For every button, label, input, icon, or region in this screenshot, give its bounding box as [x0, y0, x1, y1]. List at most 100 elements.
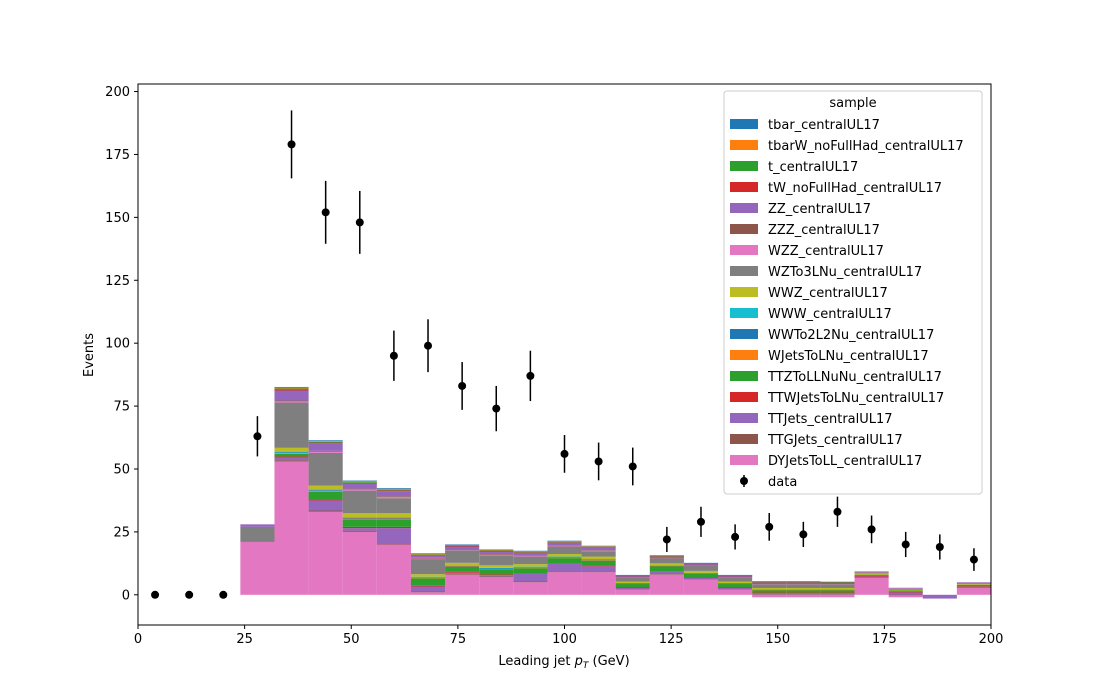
bar-wzto3lnu-centralul17-11	[513, 556, 548, 565]
bar-www-centralul17-16	[683, 572, 719, 574]
bar-ttztollnunu-centralul17-21	[854, 574, 889, 576]
bar-zz-centralul17-14	[615, 575, 650, 578]
bar-zz-centralul17-10	[479, 551, 514, 555]
bar-zzz-centralul17-14	[615, 577, 650, 578]
bar-wzto3lnu-centralul17-5	[308, 452, 343, 486]
bar-zz-centralul17-21	[854, 571, 889, 573]
bar-zz-centralul17-24	[956, 582, 991, 583]
bar-tbar-centralul17-7	[376, 488, 411, 489]
bar-tbar-centralul17-9	[445, 544, 480, 546]
bar-tw-nofullhad-centralul17-10	[479, 551, 514, 552]
bar-tbar-centralul17-14	[615, 574, 650, 576]
bar-wzz-centralul17-21	[854, 571, 889, 573]
bar-wwz-centralul17-7	[376, 513, 411, 518]
data-point	[969, 555, 978, 564]
bar-ttgjets-centralul17-4	[274, 460, 309, 462]
series-wwz-centralul17	[274, 447, 991, 591]
bar-www-centralul17-7	[376, 517, 411, 518]
bar-www-centralul17-11	[513, 566, 548, 568]
legend-label-dyjetstoll-centralul17: DYJetsToLL_centralUL17	[768, 454, 922, 469]
y-tick-label: 50	[113, 462, 130, 477]
legend-label-ttztollnunu-centralul17: TTZToLLNuNu_centralUL17	[767, 370, 942, 385]
bar-wjetstolnu-centralul17-10	[479, 568, 514, 570]
bar-ttgjets-centralul17-24	[956, 587, 991, 588]
y-axis: 0 25 50 75 100 125 150 175 200	[105, 85, 138, 603]
bar-tbar-centralul17-17	[718, 574, 753, 576]
bar-wwz-centralul17-10	[479, 565, 514, 568]
bar-www-centralul17-13	[581, 559, 616, 560]
bar-wjetstolnu-centralul17-8	[410, 577, 446, 579]
bar-wwz-centralul17-12	[547, 554, 582, 557]
bar-tbarw-nofullhad-centralul17-9	[445, 544, 480, 546]
bar-dyjetstoll-centralul17-15	[649, 574, 684, 595]
bar-ttztollnunu-centralul17-19	[786, 590, 821, 593]
legend-label-wzz-centralul17: WZZ_centralUL17	[768, 244, 884, 259]
bar-t-centralul17-13	[581, 546, 616, 548]
bar-zzz-centralul17-15	[649, 557, 684, 559]
legend-swatch-zz-centralul17	[730, 203, 758, 213]
bar-ttztollnunu-centralul17-17	[718, 583, 753, 588]
bar-wwto2l2nu-centralul17-9	[445, 565, 480, 567]
bar-www-centralul17-12	[547, 556, 582, 558]
series-ttwjetstolnu-centralul17	[274, 456, 991, 594]
bar-t-centralul17-5	[308, 441, 343, 443]
bar-zzz-centralul17-16	[683, 565, 719, 566]
legend-label-wwz-centralul17: WWZ_centralUL17	[768, 286, 888, 301]
bar-zz-centralul17-6	[342, 483, 377, 489]
bar-t-centralul17-11	[513, 551, 548, 553]
bar-ttztollnunu-centralul17-4	[274, 453, 309, 457]
bar-wwz-centralul17-9	[445, 562, 480, 566]
bar-wzto3lnu-centralul17-14	[615, 577, 650, 582]
data-point	[287, 140, 296, 149]
legend-title: sample	[829, 96, 876, 111]
bar-wjetstolnu-centralul17-13	[581, 560, 616, 561]
legend-label-tbarw-nofullhad-centralul17: tbarW_noFullHad_centralUL17	[768, 139, 964, 154]
bar-www-centralul17-19	[786, 589, 821, 590]
bar-wwz-centralul17-11	[513, 564, 548, 567]
bar-t-centralul17-10	[479, 550, 514, 552]
bar-www-centralul17-4	[274, 451, 309, 453]
legend-swatch-zzz-centralul17	[730, 224, 758, 234]
bar-zzz-centralul17-7	[376, 496, 411, 497]
bar-zzz-centralul17-12	[547, 545, 582, 546]
bar-zzz-centralul17-9	[445, 549, 480, 550]
y-tick-label: 150	[105, 211, 130, 226]
legend-label-zz-centralul17: ZZ_centralUL17	[768, 202, 871, 217]
bar-tw-nofullhad-centralul17-9	[445, 545, 480, 547]
bar-wzz-centralul17-10	[479, 554, 514, 556]
bar-t-centralul17-8	[410, 554, 446, 555]
legend-swatch-tbarw-nofullhad-centralul17	[730, 140, 758, 150]
x-tick-label: 25	[236, 632, 253, 647]
data-point	[253, 432, 262, 441]
bar-ttwjetstolnu-centralul17-21	[854, 575, 889, 577]
bar-ttwjetstolnu-centralul17-15	[649, 571, 684, 572]
bar-wzto3lnu-centralul17-17	[718, 577, 753, 582]
bar-wzto3lnu-centralul17-10	[479, 555, 514, 566]
bar-ttgjets-centralul17-20	[820, 594, 855, 595]
data-point	[696, 517, 705, 526]
bar-wwz-centralul17-8	[410, 574, 446, 577]
bar-ttgjets-centralul17-15	[649, 574, 684, 575]
bar-www-centralul17-10	[479, 567, 514, 569]
bar-dyjetstoll-centralul17-14	[615, 589, 650, 595]
bar-dyjetstoll-centralul17-13	[581, 572, 616, 595]
bar-wzto3lnu-centralul17-20	[820, 584, 855, 589]
bar-wwto2l2nu-centralul17-4	[274, 452, 309, 454]
bar-t-centralul17-6	[342, 482, 377, 483]
bar-zz-centralul17-5	[308, 443, 343, 451]
x-tick-label: 125	[659, 632, 684, 647]
bar-tw-nofullhad-centralul17-7	[376, 490, 411, 492]
bar-ttwjetstolnu-centralul17-13	[581, 565, 616, 567]
bar-zzz-centralul17-18	[752, 583, 787, 585]
bar-www-centralul17-8	[410, 576, 446, 578]
bar-ttwjetstolnu-centralul17-22	[888, 591, 923, 593]
bar-t-centralul17-12	[547, 541, 582, 543]
bar-tw-nofullhad-centralul17-13	[581, 547, 616, 548]
bar-wwz-centralul17-5	[308, 485, 343, 490]
bar-wzz-centralul17-5	[308, 451, 343, 453]
bar-www-centralul17-9	[445, 565, 480, 566]
bar-ttztollnunu-centralul17-13	[581, 560, 616, 566]
bar-dyjetstoll-centralul17-10	[479, 577, 514, 595]
bar-zzz-centralul17-17	[718, 577, 753, 578]
